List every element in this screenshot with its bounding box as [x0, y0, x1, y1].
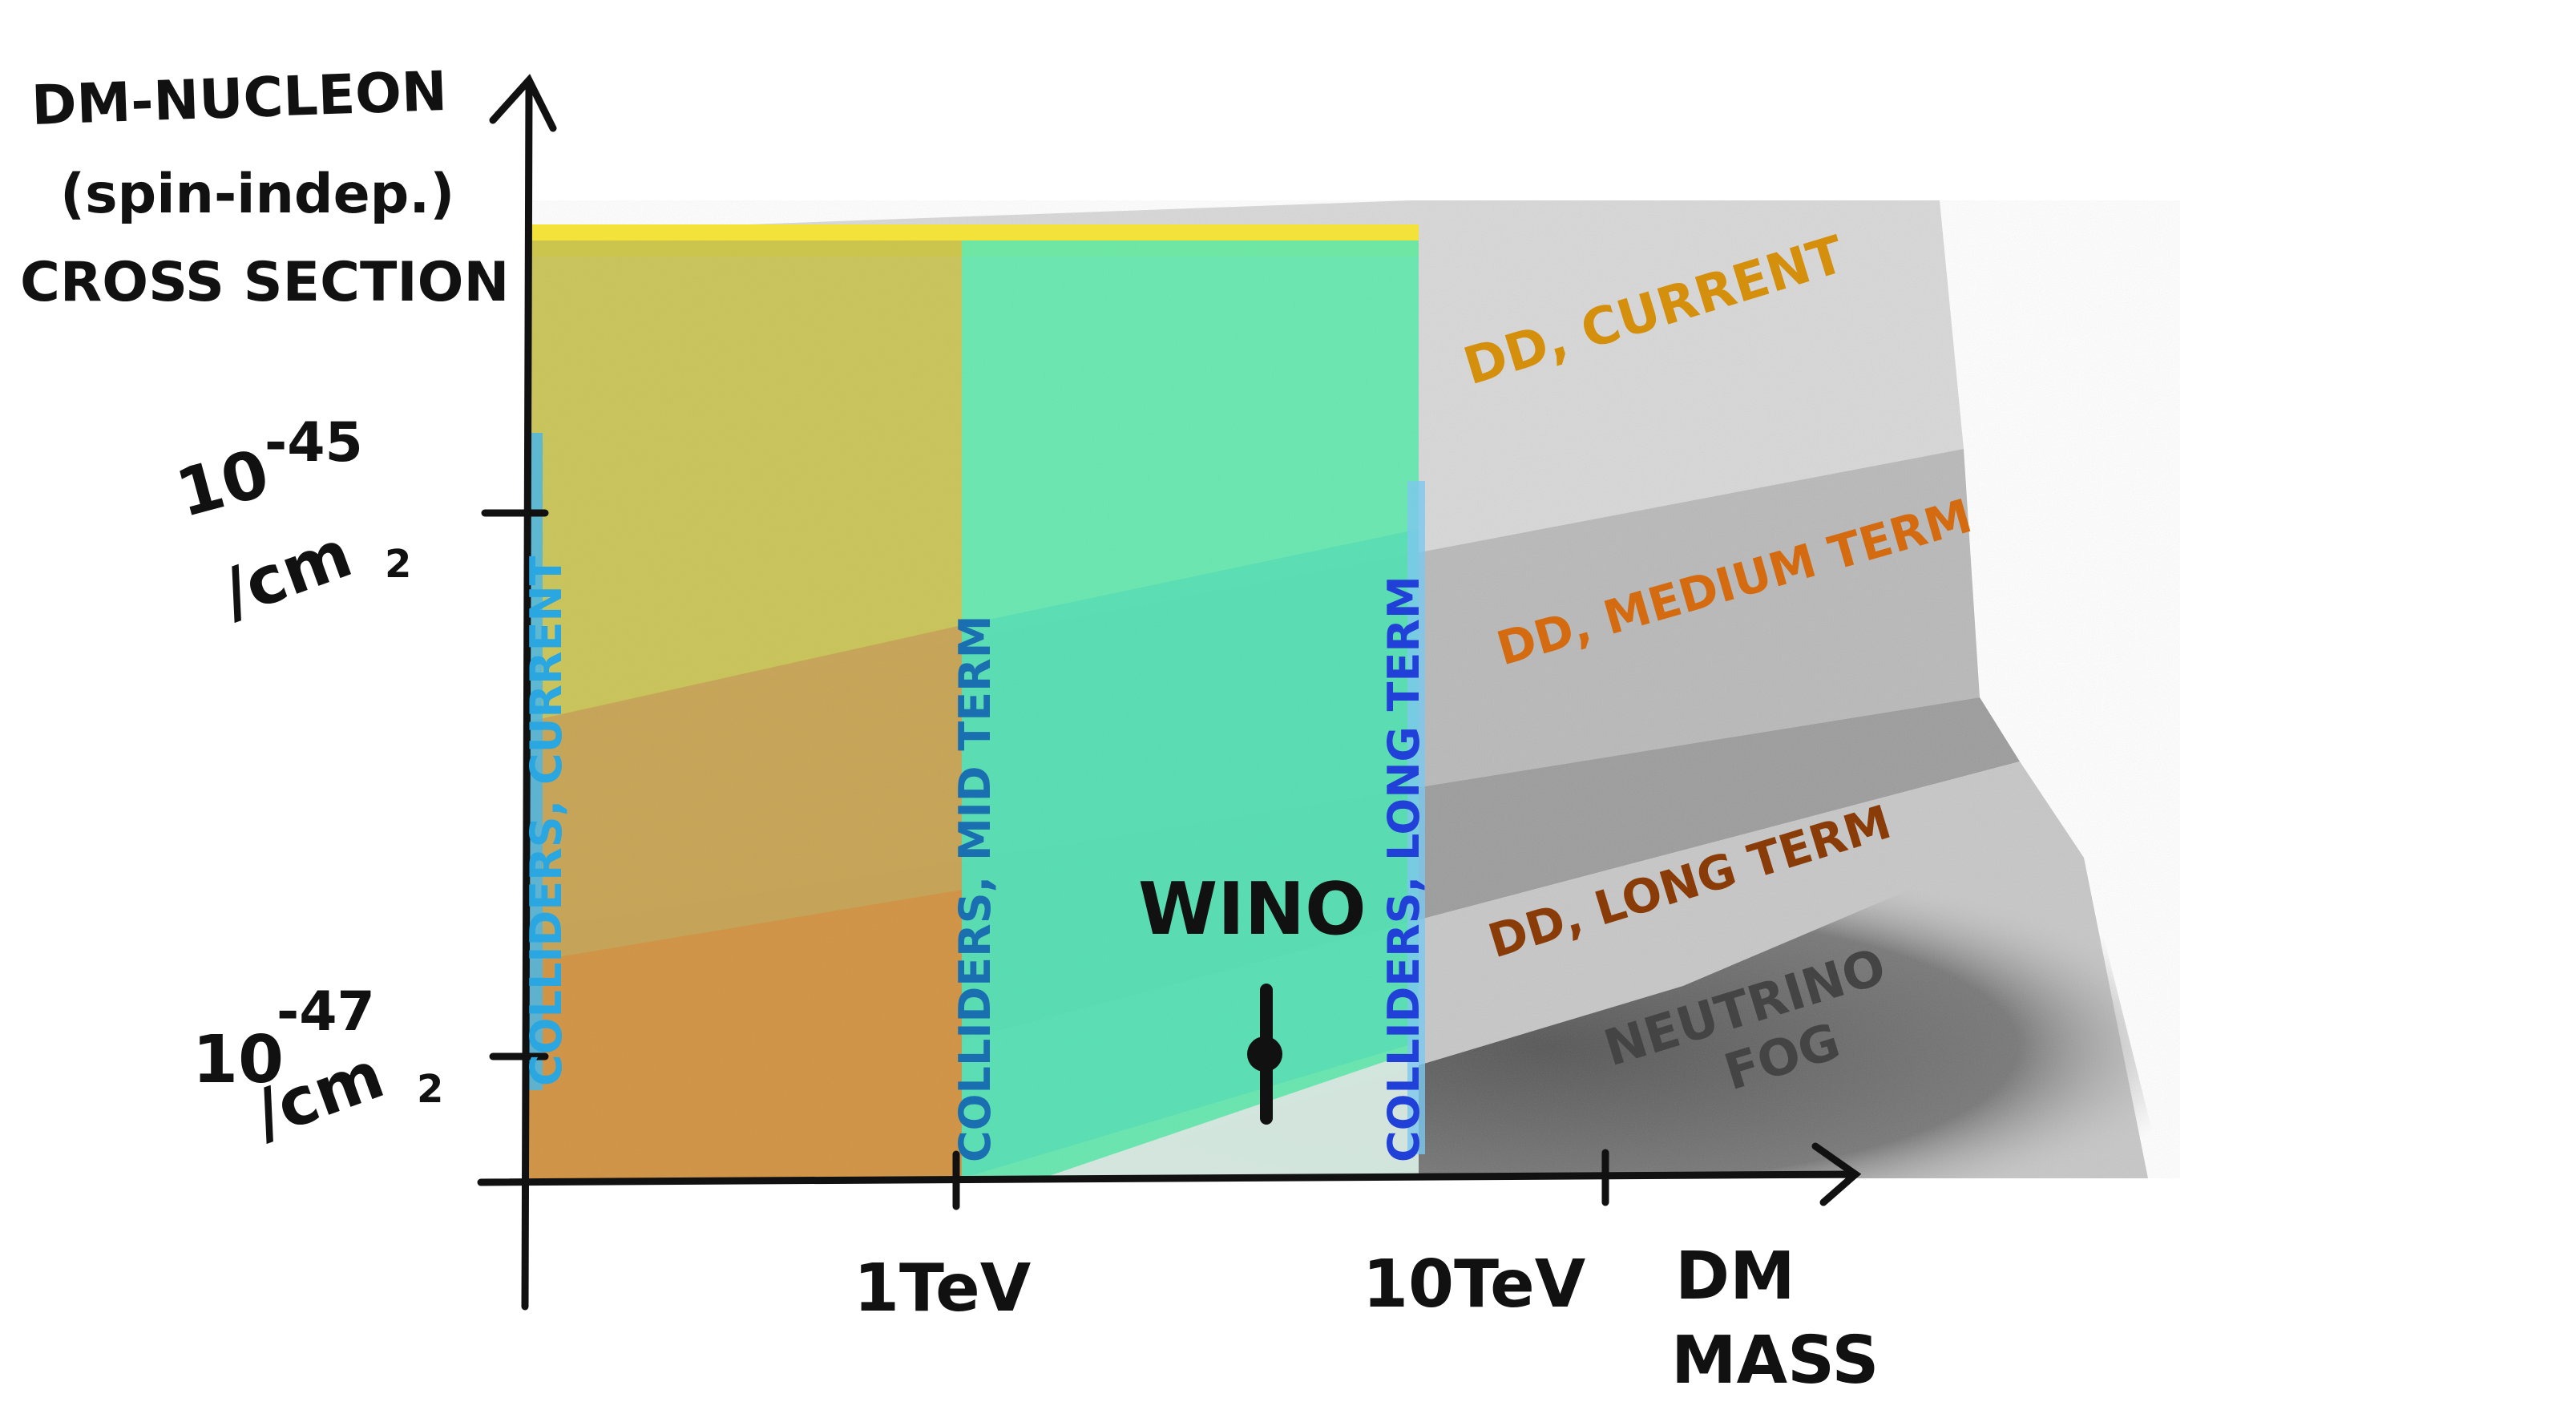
collider-current-label: COLLIDERS, CURRENT: [521, 555, 571, 1086]
y-tick-45-base: 10: [169, 435, 277, 532]
y-tick-47-unit-exp: 2: [417, 1067, 443, 1112]
y-tick-45-unit: /cm: [212, 515, 361, 632]
y-axis-title: DM-NUCLEON (spin-indep.) CROSS SECTION: [20, 60, 509, 314]
collider-long-label: COLLIDERS, LONG TERM: [1379, 576, 1429, 1162]
y-tick-label-47: 10 -47 /cm 2: [192, 980, 443, 1153]
collider-labels: COLLIDERS, CURRENT COLLIDERS, MID TERM C…: [521, 555, 1429, 1162]
x-axis-arrowhead: [1811, 1142, 1862, 1206]
wino-label: WINO: [1138, 867, 1367, 951]
x-tick-label-1tev: 1TeV: [854, 1250, 1032, 1327]
y-axis-line: [521, 84, 533, 1311]
axes: [477, 74, 1862, 1311]
wino-point: WINO: [1138, 867, 1367, 1125]
y-tick-47-exp: -47: [277, 980, 375, 1044]
x-axis-title-line2: MASS: [1671, 1323, 1880, 1399]
y-tick-45-exp: -45: [264, 411, 363, 475]
collider-mid-label: COLLIDERS, MID TERM: [950, 616, 1000, 1162]
y-axis-title-line2: (spin-indep.): [60, 163, 454, 226]
y-tick-47-base: 10: [192, 1022, 284, 1098]
y-tick-label-45: 10 -45 /cm 2: [169, 411, 412, 632]
y-axis-title-line3: CROSS SECTION: [20, 251, 509, 314]
x-axis-labels: 1TeV 10TeV DM MASS: [854, 1238, 1880, 1399]
x-axis-line: [477, 1170, 1855, 1186]
y-axis-title-line1: DM-NUCLEON: [30, 60, 448, 138]
x-axis-title-line1: DM: [1675, 1238, 1795, 1315]
x-tick-label-10tev: 10TeV: [1363, 1246, 1586, 1323]
y-axis-arrowhead: [489, 74, 557, 132]
y-tick-45-unit-exp: 2: [385, 542, 411, 587]
wino-marker: [1247, 1036, 1282, 1072]
